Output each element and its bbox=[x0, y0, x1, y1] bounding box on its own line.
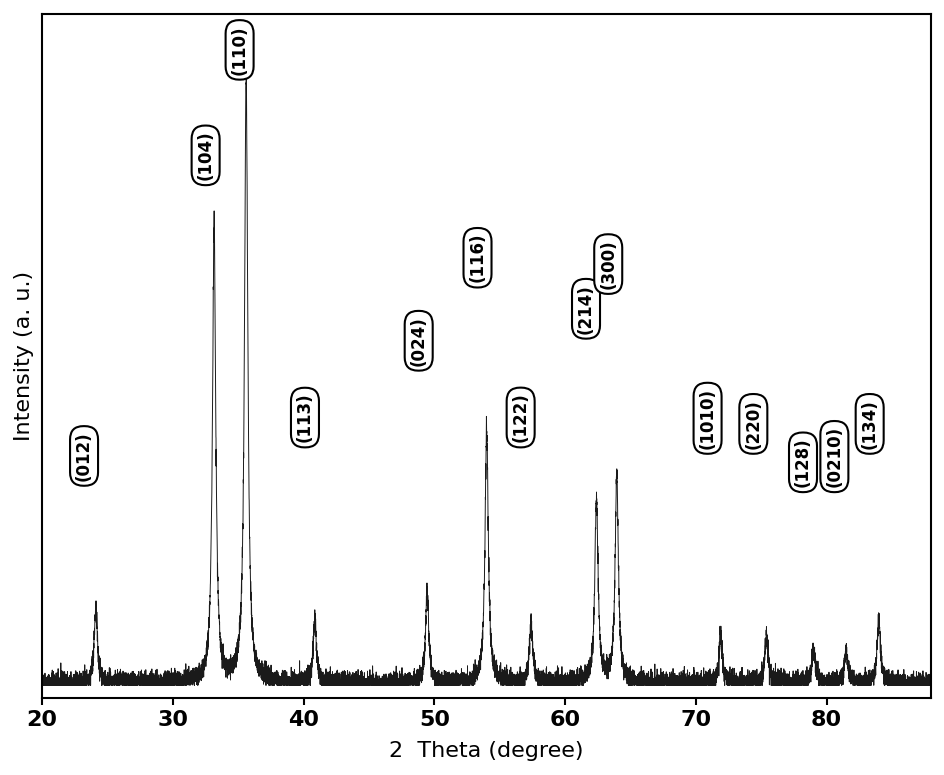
Text: (110): (110) bbox=[230, 25, 248, 74]
Text: (122): (122) bbox=[511, 393, 529, 443]
Text: (134): (134) bbox=[860, 399, 878, 449]
Text: (1010): (1010) bbox=[698, 388, 716, 449]
Text: (220): (220) bbox=[744, 399, 762, 449]
Text: (012): (012) bbox=[75, 431, 93, 480]
Text: (214): (214) bbox=[577, 284, 595, 334]
X-axis label: 2  Theta (degree): 2 Theta (degree) bbox=[389, 741, 583, 761]
Text: (113): (113) bbox=[295, 393, 313, 443]
Text: (116): (116) bbox=[468, 233, 486, 283]
Text: (104): (104) bbox=[196, 130, 214, 180]
Y-axis label: Intensity (a. u.): Intensity (a. u.) bbox=[14, 271, 34, 441]
Text: (128): (128) bbox=[793, 438, 811, 487]
Text: (024): (024) bbox=[410, 316, 428, 366]
Text: (0210): (0210) bbox=[824, 426, 842, 487]
Text: (300): (300) bbox=[598, 239, 616, 289]
